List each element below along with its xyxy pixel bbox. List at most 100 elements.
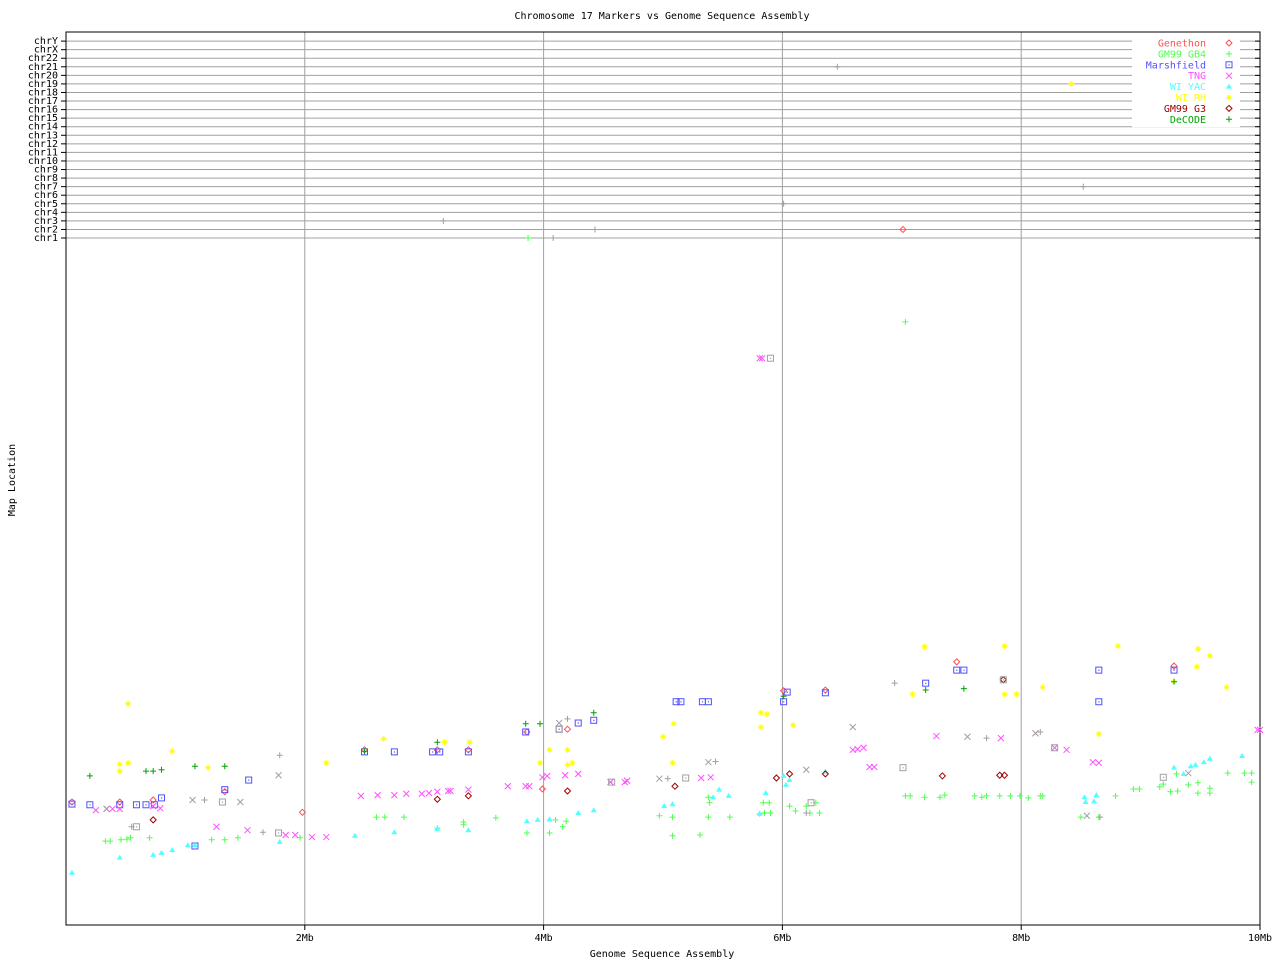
point-marshfield <box>68 800 76 808</box>
point-tng <box>623 777 631 785</box>
point-marshfield <box>1170 666 1178 674</box>
y-tick-label: chr14 <box>28 122 58 133</box>
point-tng <box>756 354 764 362</box>
point-wi-rh <box>1206 652 1213 659</box>
point-gm99-gb4 <box>971 792 978 799</box>
point-gm99-gb4 <box>706 799 713 806</box>
point-unlabeled <box>705 758 712 766</box>
point-gm99-gb4 <box>523 829 530 836</box>
point-unlabeled <box>1037 728 1044 735</box>
point-gm99-gb4 <box>234 834 241 841</box>
point-unlabeled <box>899 764 907 772</box>
point-gm99-gb4 <box>1173 770 1180 777</box>
point-gm99-gb4 <box>1248 779 1255 786</box>
point-gm99-gb4 <box>546 829 553 836</box>
point-gm99-gb4 <box>656 812 663 819</box>
point-tng <box>213 823 220 831</box>
point-wi-rh <box>921 643 928 650</box>
point-genethon <box>953 658 961 666</box>
point-unlabeled <box>1083 812 1091 820</box>
point-decode <box>150 768 157 775</box>
legend-background <box>1132 36 1240 128</box>
point-decode <box>158 766 165 773</box>
point-genethon <box>149 796 157 804</box>
x-marker-icon <box>1225 72 1233 80</box>
point-tng <box>322 833 330 841</box>
point-tng <box>525 782 533 790</box>
point-wi-rh <box>1039 684 1046 691</box>
point-gm99-gb4 <box>766 799 773 806</box>
point-unlabeled <box>275 771 282 779</box>
point-unlabeled <box>766 354 774 362</box>
point-marshfield <box>783 688 791 696</box>
point-tng <box>433 788 441 796</box>
point-wi-yac <box>1206 755 1213 761</box>
point-decode <box>537 720 544 727</box>
point-gm99-gb4 <box>492 814 499 821</box>
legend-item: DeCODE <box>1170 115 1232 126</box>
y-tick-label: chrY <box>34 36 58 47</box>
point-gm99-g3 <box>996 771 1004 779</box>
point-gm99-gb4 <box>373 814 380 821</box>
point-wi-rh <box>116 761 123 768</box>
point-wi-rh <box>1013 691 1020 698</box>
point-gm99-gb4 <box>460 821 467 828</box>
point-wi-yac <box>150 851 157 857</box>
plus-marker-icon <box>1226 50 1232 57</box>
point-marshfield <box>574 719 582 727</box>
point-decode <box>922 687 929 694</box>
point-wi-yac <box>1082 799 1089 805</box>
y-tick-label: chrX <box>34 45 58 56</box>
point-gm99-gb4 <box>1206 785 1213 792</box>
point-marshfield <box>464 748 472 756</box>
point-unlabeled <box>682 774 690 782</box>
point-unlabeled <box>218 798 226 806</box>
point-tng <box>149 802 157 810</box>
data-points <box>68 63 1264 875</box>
point-unlabeled <box>983 735 990 742</box>
point-wi-rh <box>757 709 764 716</box>
point-tng <box>860 744 867 752</box>
legend-label: Marshfield <box>1146 60 1206 71</box>
point-gm99-g3 <box>671 782 679 790</box>
point-gm99-gb4 <box>697 832 704 839</box>
point-unlabeled <box>712 758 719 765</box>
point-decode <box>142 768 149 775</box>
point-genethon <box>1170 662 1178 670</box>
point-gm99-gb4 <box>1017 792 1024 799</box>
point-wi-yac <box>534 816 541 822</box>
point-unlabeled <box>1097 814 1103 821</box>
point-marshfield <box>1095 666 1103 674</box>
chromosome-hit-gm99-gb4 <box>525 235 532 241</box>
point-wi-rh <box>169 748 176 755</box>
point-gm99-gb4 <box>381 814 388 821</box>
point-unlabeled <box>656 775 663 783</box>
point-tng <box>1089 758 1097 766</box>
point-unlabeled <box>849 723 857 731</box>
point-gm99-gb4 <box>127 834 134 841</box>
point-tng <box>866 763 873 771</box>
x-tick-label: 6Mb <box>773 933 791 944</box>
x-tick-label: 8Mb <box>1012 933 1030 944</box>
point-wi-rh <box>323 759 330 766</box>
point-marshfield <box>436 748 444 756</box>
y-tick-label: chr19 <box>28 79 58 90</box>
point-tng <box>574 770 582 778</box>
point-gm99-gb4 <box>1160 781 1167 788</box>
point-wi-rh <box>125 759 132 766</box>
point-gm99-gb4 <box>786 803 793 810</box>
point-wi-rh <box>564 761 571 768</box>
legend-item: WI RH <box>1176 93 1232 104</box>
point-unlabeled <box>201 796 208 803</box>
point-wi-rh <box>1095 731 1102 738</box>
point-decode <box>361 748 368 755</box>
point-gm99-gb4 <box>1248 770 1255 777</box>
point-marshfield <box>158 794 166 802</box>
point-gm99-gb4 <box>1136 785 1143 792</box>
point-wi-yac <box>782 781 789 787</box>
point-marshfield <box>522 728 530 736</box>
point-wi-yac <box>169 847 176 853</box>
point-tng <box>870 763 878 771</box>
point-gm99-gb4 <box>1167 788 1174 795</box>
